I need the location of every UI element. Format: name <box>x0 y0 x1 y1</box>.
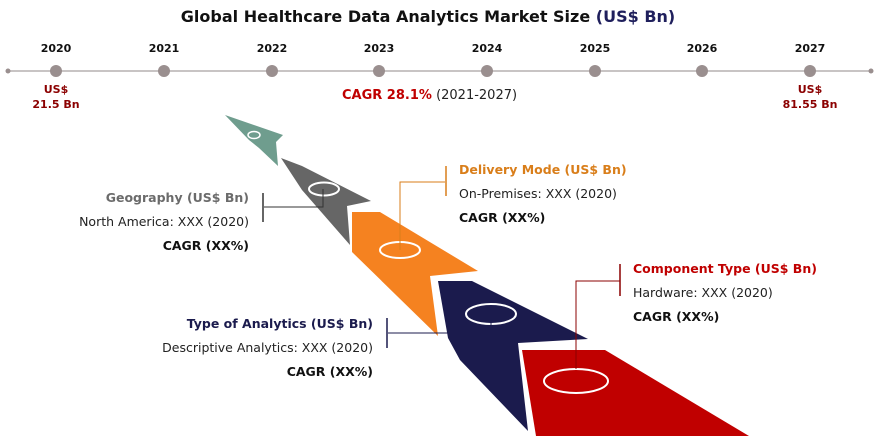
timeline-end-dot <box>868 68 874 74</box>
analytics-line: Descriptive Analytics: XXX (2020) <box>162 340 373 355</box>
analytics-connector <box>388 314 492 334</box>
teal-ring <box>247 130 261 140</box>
component-cagr: CAGR (XX%) <box>633 309 720 324</box>
geography-ring <box>308 181 340 197</box>
cagr-value: CAGR 28.1% <box>342 88 432 103</box>
timeline-marker-2024 <box>481 65 493 77</box>
geography-arrow <box>281 158 371 245</box>
delivery-arrow <box>352 212 478 336</box>
year-label-2026: 2026 <box>686 42 718 55</box>
title-main: Global Healthcare Data Analytics Market … <box>180 7 591 26</box>
year-label-2023: 2023 <box>363 42 395 55</box>
year-label-2021: 2021 <box>148 42 180 55</box>
chart-title: Global Healthcare Data Analytics Market … <box>0 7 856 26</box>
year-label-2022: 2022 <box>256 42 288 55</box>
geography-connector <box>264 189 324 208</box>
title-unit: (US$ Bn) <box>595 7 676 26</box>
analytics-title: Type of Analytics (US$ Bn) <box>186 316 373 331</box>
timeline-marker-2025 <box>589 65 601 77</box>
analytics-cagr: CAGR (XX%) <box>286 364 373 379</box>
year-label-2025: 2025 <box>579 42 611 55</box>
timeline-marker-2027 <box>804 65 816 77</box>
timeline-marker-2023 <box>373 65 385 77</box>
component-line: Hardware: XXX (2020) <box>633 285 773 300</box>
component-arrow <box>522 350 749 436</box>
cagr-period: (2021-2027) <box>436 88 518 103</box>
geography-title: Geography (US$ Bn) <box>105 190 249 205</box>
component-connector <box>575 280 620 369</box>
timeline-marker-2022 <box>266 65 278 77</box>
cagr-summary: CAGR 28.1% (2021-2027) <box>342 88 517 103</box>
end-value: US$ 81.55 Bn <box>765 82 855 112</box>
year-label-2027: 2027 <box>794 42 826 55</box>
delivery-cagr: CAGR (XX%) <box>459 210 546 225</box>
year-label-2024: 2024 <box>471 42 503 55</box>
delivery-line: On-Premises: XXX (2020) <box>459 186 617 201</box>
end-value-unit: US$ <box>797 83 823 96</box>
start-value-unit: US$ <box>43 83 69 96</box>
component-title: Component Type (US$ Bn) <box>633 261 817 276</box>
geography-line: North America: XXX (2020) <box>79 214 249 229</box>
timeline-marker-2020 <box>50 65 62 77</box>
delivery-title: Delivery Mode (US$ Bn) <box>459 162 627 177</box>
timeline-marker-2021 <box>158 65 170 77</box>
timeline-marker-2026 <box>696 65 708 77</box>
start-value-amount: 21.5 Bn <box>32 98 80 111</box>
teal-arrow-head <box>225 115 283 166</box>
timeline-end-dot <box>5 68 11 74</box>
geography-cagr: CAGR (XX%) <box>162 238 249 253</box>
end-value-amount: 81.55 Bn <box>782 98 838 111</box>
analytics-arrow <box>438 281 588 431</box>
start-value: US$ 21.5 Bn <box>11 82 101 112</box>
year-label-2020: 2020 <box>40 42 72 55</box>
delivery-connector <box>399 181 445 250</box>
